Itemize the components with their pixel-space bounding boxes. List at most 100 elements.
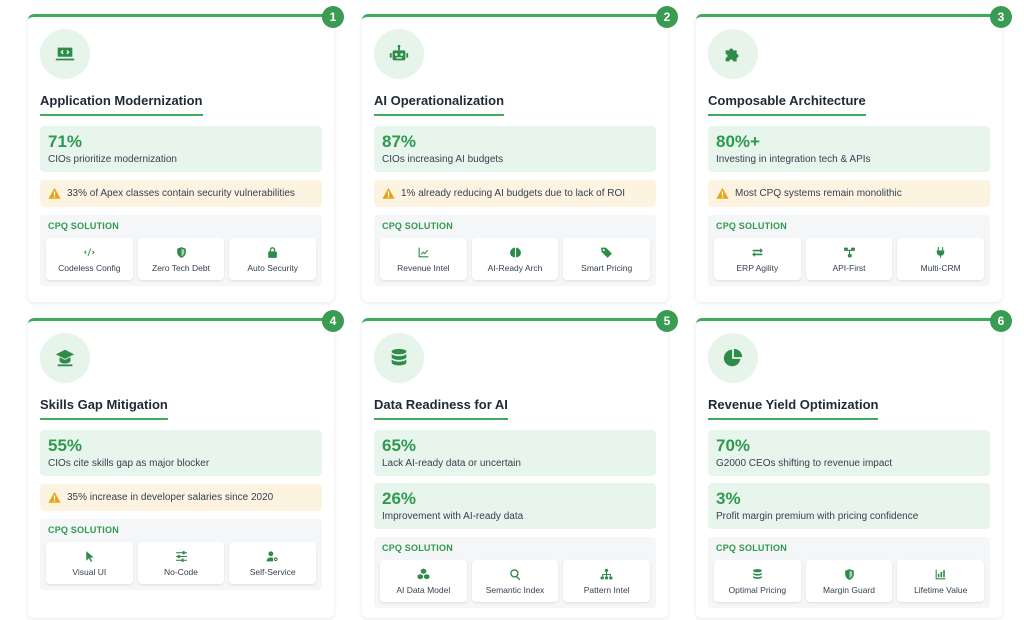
- puzzle-icon: [725, 48, 739, 62]
- stat-label: Profit margin premium with pricing confi…: [716, 511, 919, 522]
- challenge-card-5: 5 Data Readiness for AI 65% Lack AI-ready…: [362, 310, 678, 618]
- warning-text: 35% increase in developer salaries since…: [67, 492, 274, 503]
- solution-heading: CPQ SOLUTION: [48, 525, 119, 535]
- stat-label: Lack AI-ready data or uncertain: [382, 458, 521, 469]
- feature-tile[interactable]: Semantic Index: [471, 560, 559, 602]
- feature-tile[interactable]: AI-Ready Arch: [471, 238, 559, 280]
- network-icon: [843, 247, 855, 257]
- stat-value: 55%: [48, 436, 83, 455]
- feature-tile[interactable]: Zero Tech Debt: [137, 238, 225, 280]
- feature-label: Zero Tech Debt: [152, 262, 210, 273]
- card-title: Composable Architecture: [708, 93, 866, 116]
- feature-tile[interactable]: Self-Service: [229, 542, 317, 584]
- feature-tile[interactable]: Multi-CRM: [897, 238, 985, 280]
- card-title: AI Operationalization: [374, 93, 505, 116]
- feature-tile[interactable]: Pattern Intel: [563, 560, 651, 602]
- stats-container: 65% Lack AI-ready data or uncertain 26% Imp…: [374, 430, 656, 529]
- challenge-grid: 1 Application Modernization 71% CIOs prio…: [28, 6, 1014, 618]
- line-chart-icon: [418, 247, 429, 257]
- feature-label: AI-Ready Arch: [487, 262, 543, 273]
- feature-tile[interactable]: No-Code: [137, 542, 225, 584]
- stat-box: 26% Improvement with AI-ready data: [374, 483, 656, 529]
- warning-text: 33% of Apex classes contain security vul…: [67, 188, 295, 199]
- sliders-icon: [175, 550, 187, 562]
- card-icon: [708, 29, 758, 79]
- warning-icon: [48, 187, 61, 199]
- challenge-card-1: 1 Application Modernization 71% CIOs prio…: [28, 6, 344, 302]
- lock-icon: [268, 246, 278, 258]
- stats-container: 55% CIOs cite skills gap as major blocker: [40, 430, 322, 476]
- solution-features: Visual UI No-Code Self-Service: [46, 542, 317, 584]
- stat-value: 87%: [382, 132, 417, 151]
- solution-heading: CPQ SOLUTION: [48, 221, 119, 231]
- feature-label: Optimal Pricing: [728, 584, 787, 595]
- stat-label: CIOs increasing AI budgets: [382, 154, 504, 165]
- stat-value: 26%: [382, 489, 417, 508]
- feature-tile[interactable]: Lifetime Value: [897, 560, 985, 602]
- stats-container: 87% CIOs increasing AI budgets: [374, 126, 656, 172]
- warning-banner: Most CPQ systems remain monolithic: [708, 180, 990, 207]
- search-icon: [509, 568, 520, 580]
- plug-icon: [936, 246, 945, 258]
- stat-value: 3%: [716, 489, 741, 508]
- stat-value: 65%: [382, 436, 417, 455]
- solution-heading: CPQ SOLUTION: [382, 221, 453, 231]
- feature-tile[interactable]: Smart Pricing: [563, 238, 651, 280]
- card-title: Revenue Yield Optimization: [708, 397, 879, 420]
- feature-label: Visual UI: [72, 566, 107, 577]
- cpq-solution-panel: CPQ SOLUTION Revenue Intel AI-Ready Arch S…: [374, 215, 656, 286]
- feature-tile[interactable]: AI Data Model: [380, 560, 467, 602]
- warning-icon: [382, 187, 395, 199]
- feature-tile[interactable]: Visual UI: [46, 542, 133, 584]
- stat-box: 71% CIOs prioritize modernization: [40, 126, 322, 172]
- stats-container: 71% CIOs prioritize modernization: [40, 126, 322, 172]
- warning-banner: 33% of Apex classes contain security vul…: [40, 180, 322, 207]
- warning-banner: 35% increase in developer salaries since…: [40, 484, 322, 511]
- feature-tile[interactable]: Auto Security: [229, 238, 317, 280]
- stat-label: G2000 CEOs shifting to revenue impact: [716, 458, 893, 469]
- feature-label: API-First: [832, 262, 866, 273]
- warning-icon: [48, 491, 61, 503]
- card-title: Data Readiness for AI: [374, 397, 508, 420]
- cpq-solution-panel: CPQ SOLUTION AI Data Model Semantic Index…: [374, 537, 656, 608]
- card-number-badge: 1: [322, 6, 344, 28]
- stat-box: 87% CIOs increasing AI budgets: [374, 126, 656, 172]
- feature-tile[interactable]: Revenue Intel: [380, 238, 467, 280]
- warning-text: 1% already reducing AI budgets due to la…: [401, 188, 626, 199]
- database-icon: [391, 348, 407, 366]
- stat-label: CIOs prioritize modernization: [48, 154, 177, 165]
- challenge-card-3: 3 Composable Architecture 80%+ Investing …: [696, 6, 1012, 302]
- feature-tile[interactable]: ERP Agility: [714, 238, 801, 280]
- feature-tile[interactable]: Codeless Config: [46, 238, 133, 280]
- feature-tile[interactable]: Margin Guard: [805, 560, 893, 602]
- cpq-solution-panel: CPQ SOLUTION Codeless Config Zero Tech De…: [40, 215, 322, 286]
- stat-label: CIOs cite skills gap as major blocker: [48, 458, 210, 469]
- card-number-badge: 5: [656, 310, 678, 332]
- feature-label: Pattern Intel: [583, 584, 630, 595]
- code-icon: [83, 247, 95, 256]
- solution-heading: CPQ SOLUTION: [716, 543, 787, 553]
- stat-value: 80%+: [716, 132, 760, 151]
- warning-icon: [716, 187, 729, 199]
- solution-features: Optimal Pricing Margin Guard Lifetime Valu…: [714, 560, 985, 602]
- shield-icon: [176, 246, 186, 258]
- card-icon: [40, 333, 90, 383]
- pie-chart-icon: [723, 348, 743, 367]
- laptop-code-icon: [55, 47, 75, 61]
- feature-tile[interactable]: Optimal Pricing: [714, 560, 801, 602]
- card-title: Application Modernization: [40, 93, 203, 116]
- card-icon: [40, 29, 90, 79]
- card-number-badge: 6: [990, 310, 1012, 332]
- stat-box: 80%+ Investing in integration tech & APIs: [708, 126, 990, 172]
- warning-text: Most CPQ systems remain monolithic: [735, 188, 902, 199]
- cpq-solution-panel: CPQ SOLUTION ERP Agility API-First Multi-C…: [708, 215, 990, 286]
- stat-box: 55% CIOs cite skills gap as major blocker: [40, 430, 322, 476]
- card-number-badge: 3: [990, 6, 1012, 28]
- stat-label: Investing in integration tech & APIs: [716, 154, 871, 165]
- feature-label: Revenue Intel: [397, 262, 450, 273]
- feature-label: Smart Pricing: [581, 262, 633, 273]
- feature-tile[interactable]: API-First: [805, 238, 893, 280]
- card-number-badge: 2: [656, 6, 678, 28]
- card-number-badge: 4: [322, 310, 344, 332]
- feature-label: Auto Security: [247, 262, 298, 273]
